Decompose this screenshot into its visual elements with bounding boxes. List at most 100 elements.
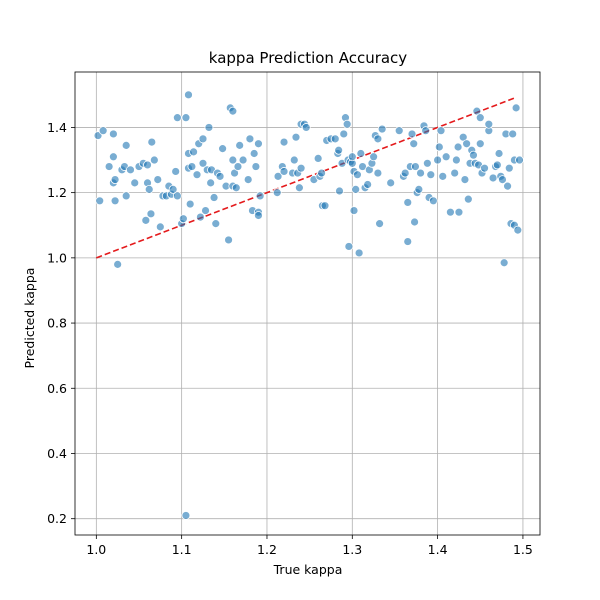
data-point <box>441 152 451 162</box>
data-point <box>218 144 228 154</box>
y-axis-label: Predicted kappa <box>22 268 37 369</box>
data-point <box>411 162 420 171</box>
data-point <box>209 193 219 202</box>
data-point <box>334 145 344 155</box>
data-point <box>201 206 210 215</box>
y-tick-label: 1.2 <box>47 185 67 200</box>
data-point <box>153 175 163 184</box>
data-point <box>172 191 182 201</box>
data-point <box>204 123 214 132</box>
data-point <box>189 147 198 157</box>
data-point <box>187 162 197 171</box>
data-point <box>249 149 259 158</box>
data-point <box>416 168 425 178</box>
data-point <box>251 162 261 171</box>
data-point <box>469 150 478 160</box>
x-tick-label: 1.0 <box>86 542 106 557</box>
axis-ticks: 1.0 1.1 1.2 1.3 1.4 1.5 0.2 0.4 0.6 0.8 1.0 1.2 1.4 <box>47 120 533 557</box>
data-point <box>273 171 283 181</box>
data-point <box>108 152 118 162</box>
data-point <box>453 142 463 152</box>
data-point <box>301 123 311 132</box>
data-point <box>231 183 241 193</box>
data-point <box>511 103 521 113</box>
data-point <box>192 170 202 180</box>
data-point <box>272 188 282 198</box>
data-point <box>130 178 140 188</box>
data-point <box>126 165 135 175</box>
data-point <box>181 511 191 520</box>
data-point <box>110 175 120 184</box>
data-point <box>243 175 253 184</box>
y-tick-label: 1.0 <box>47 250 67 265</box>
plot-frame <box>74 71 541 536</box>
data-point <box>369 152 379 162</box>
data-point <box>317 168 326 178</box>
data-point <box>172 113 182 123</box>
data-point <box>235 140 245 150</box>
x-tick-label: 1.1 <box>172 542 192 557</box>
data-point <box>438 171 448 181</box>
data-point <box>104 162 114 171</box>
data-point <box>206 178 216 188</box>
data-point <box>171 167 181 176</box>
data-point <box>181 113 191 123</box>
x-tick-label: 1.3 <box>342 542 362 557</box>
data-point <box>492 160 502 170</box>
data-point <box>110 196 120 206</box>
data-point <box>462 139 472 149</box>
data-point <box>121 191 131 201</box>
data-point <box>149 155 159 165</box>
data-point <box>356 149 366 158</box>
data-point <box>400 168 410 178</box>
data-point <box>184 90 193 100</box>
data-point <box>245 134 255 144</box>
data-point <box>344 242 354 251</box>
data-point <box>450 168 460 178</box>
data-point <box>375 219 384 229</box>
data-point <box>499 258 509 268</box>
data-point <box>143 160 152 170</box>
y-tick-label: 0.6 <box>47 381 67 396</box>
data-point <box>279 167 289 176</box>
data-point <box>228 106 238 116</box>
data-point <box>504 163 514 173</box>
data-point <box>254 211 263 220</box>
data-point <box>113 259 123 269</box>
data-point <box>373 168 383 178</box>
data-point <box>410 217 419 227</box>
data-point <box>224 235 233 245</box>
data-point <box>342 119 352 129</box>
data-point <box>339 129 349 139</box>
data-point <box>454 207 464 217</box>
data-point <box>254 139 263 149</box>
data-point <box>196 212 205 222</box>
data-point <box>330 134 340 144</box>
data-point <box>255 191 265 201</box>
data-point <box>498 175 507 184</box>
data-point <box>436 126 446 136</box>
data-point <box>289 155 299 165</box>
data-points <box>93 90 524 520</box>
data-point <box>428 196 438 206</box>
data-point <box>494 149 504 158</box>
data-point <box>433 155 443 165</box>
data-point <box>146 209 156 219</box>
y-tick-label: 0.8 <box>47 316 67 331</box>
data-point <box>426 170 436 180</box>
data-point <box>147 137 157 147</box>
data-point <box>394 126 404 136</box>
data-point <box>503 181 512 191</box>
data-point <box>475 113 485 123</box>
data-point <box>446 207 455 217</box>
data-point <box>198 134 208 144</box>
data-point <box>484 119 494 129</box>
data-point <box>508 129 518 139</box>
x-tick-label: 1.2 <box>257 542 277 557</box>
data-point <box>422 158 432 168</box>
data-point <box>238 155 248 165</box>
data-point <box>279 137 289 147</box>
x-tick-label: 1.4 <box>428 542 448 557</box>
data-point <box>335 186 344 196</box>
